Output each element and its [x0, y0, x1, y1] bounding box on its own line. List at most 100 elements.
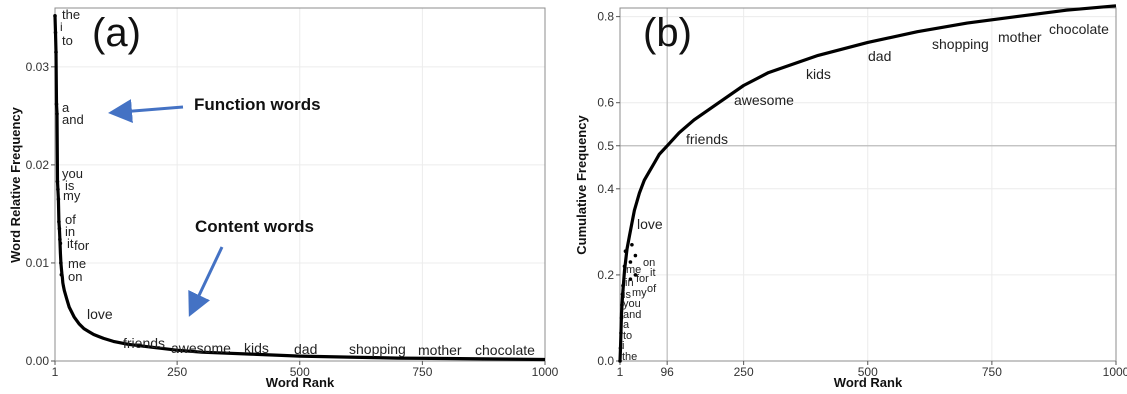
data-point: [633, 273, 638, 277]
data-point: [55, 112, 59, 116]
word-label: shopping: [932, 36, 989, 52]
word-label: on: [68, 269, 82, 284]
data-point: [54, 50, 58, 54]
word-label: chocolate: [475, 342, 535, 358]
data-point: [622, 264, 627, 269]
y-tick-label: 0.01: [26, 256, 50, 270]
word-label: shopping: [349, 341, 406, 357]
y-tick-label: 0.2: [597, 268, 614, 282]
data-point: [618, 346, 623, 350]
series-line: [618, 4, 1117, 362]
word-label: mother: [418, 342, 462, 358]
panel-a: 1 250 500 750 1000 0.00 0.01 0.02 0.03 Word Rank W…: [8, 7, 559, 390]
arrow-function-words: [108, 99, 184, 124]
data-point: [53, 14, 57, 18]
word-label: my: [63, 188, 81, 203]
word-label: kids: [244, 340, 269, 356]
word-label: dad: [294, 341, 317, 357]
data-point: [53, 30, 58, 35]
data-point: [54, 102, 59, 106]
x-tick-label: 500: [858, 365, 878, 379]
word-label: love: [87, 306, 113, 322]
word-label: it: [650, 267, 656, 279]
data-point: [633, 253, 638, 258]
data-point: [623, 249, 628, 254]
data-point: [58, 237, 62, 242]
word-label: a: [62, 100, 70, 115]
word-label: on: [643, 257, 655, 269]
annotation-content-words: Content words: [195, 217, 314, 236]
y-tick-label: 0.02: [26, 158, 50, 172]
word-label: awesome: [734, 92, 794, 108]
word-label: dad: [868, 48, 891, 64]
panel-label: (a): [92, 11, 141, 55]
x-tick-label: 250: [167, 365, 187, 379]
data-point: [620, 303, 624, 307]
x-tick-label: 1: [617, 365, 624, 379]
word-label: the: [622, 351, 637, 363]
data-point: [630, 242, 634, 247]
word-label: my: [632, 287, 647, 299]
data-point: [618, 359, 622, 363]
data-point: [619, 331, 623, 335]
data-point: [56, 197, 61, 202]
word-label: a: [623, 319, 630, 331]
word-label: friends: [686, 131, 728, 147]
y-tick-label: 0.00: [26, 354, 50, 368]
data-point: [56, 187, 60, 192]
word-label: chocolate: [1049, 21, 1109, 37]
word-label: for: [74, 238, 90, 253]
y-axis-title: Cumulative Frequency: [574, 115, 589, 255]
word-label: is: [65, 178, 75, 193]
y-tick-label: 0.5: [597, 139, 614, 153]
panel-label: (b): [643, 11, 692, 55]
x-tick-label: 1000: [1103, 365, 1127, 379]
data-point: [620, 292, 625, 297]
word-label: of: [65, 212, 76, 227]
word-label: in: [625, 277, 634, 289]
word-label: you: [62, 166, 83, 181]
word-label: kids: [806, 66, 831, 82]
word-label: it: [67, 236, 74, 251]
gridlines: [54, 8, 546, 362]
panel-b: 1 96 250 500 750 1000 0.0 0.2 0.4 0.5 0.6 0.8 Word R…: [574, 4, 1127, 390]
y-tick-label: 0.4: [597, 182, 614, 196]
data-point: [621, 283, 625, 288]
arrow-content-words: [188, 246, 224, 317]
y-tick-label: 0.03: [26, 60, 50, 74]
word-label: love: [637, 216, 663, 232]
y-axis-title: Word Relative Frequency: [8, 106, 23, 263]
x-tick-label: 1: [52, 365, 59, 379]
x-tick-label: 500: [290, 365, 310, 379]
word-label: the: [62, 7, 80, 22]
word-label: i: [60, 20, 63, 34]
word-label: you: [623, 298, 641, 310]
word-label: awesome: [171, 340, 231, 356]
word-label: and: [62, 112, 84, 127]
x-tick-label: 750: [412, 365, 432, 379]
x-axis-title: Word Rank: [834, 375, 903, 390]
word-label: friends: [123, 335, 165, 351]
data-point: [628, 260, 633, 264]
y-tick-label: 0.8: [597, 10, 614, 24]
x-tick-label: 96: [660, 365, 674, 379]
word-label: is: [623, 289, 631, 301]
word-label: me: [626, 264, 641, 276]
series-line: [53, 15, 546, 362]
data-point: [55, 179, 60, 184]
data-point: [57, 226, 62, 231]
x-tick-label: 750: [982, 365, 1002, 379]
word-label: in: [65, 224, 75, 239]
word-label: to: [62, 33, 73, 48]
word-label: to: [623, 330, 632, 342]
data-point: [619, 316, 624, 320]
data-point: [59, 272, 64, 277]
y-tick-label: 0.6: [597, 96, 614, 110]
data-point: [58, 241, 63, 246]
word-label: of: [647, 283, 657, 295]
annotation-function-words: Function words: [194, 95, 321, 114]
word-label: me: [68, 256, 86, 271]
word-label: i: [622, 340, 624, 352]
x-tick-label: 250: [734, 365, 754, 379]
